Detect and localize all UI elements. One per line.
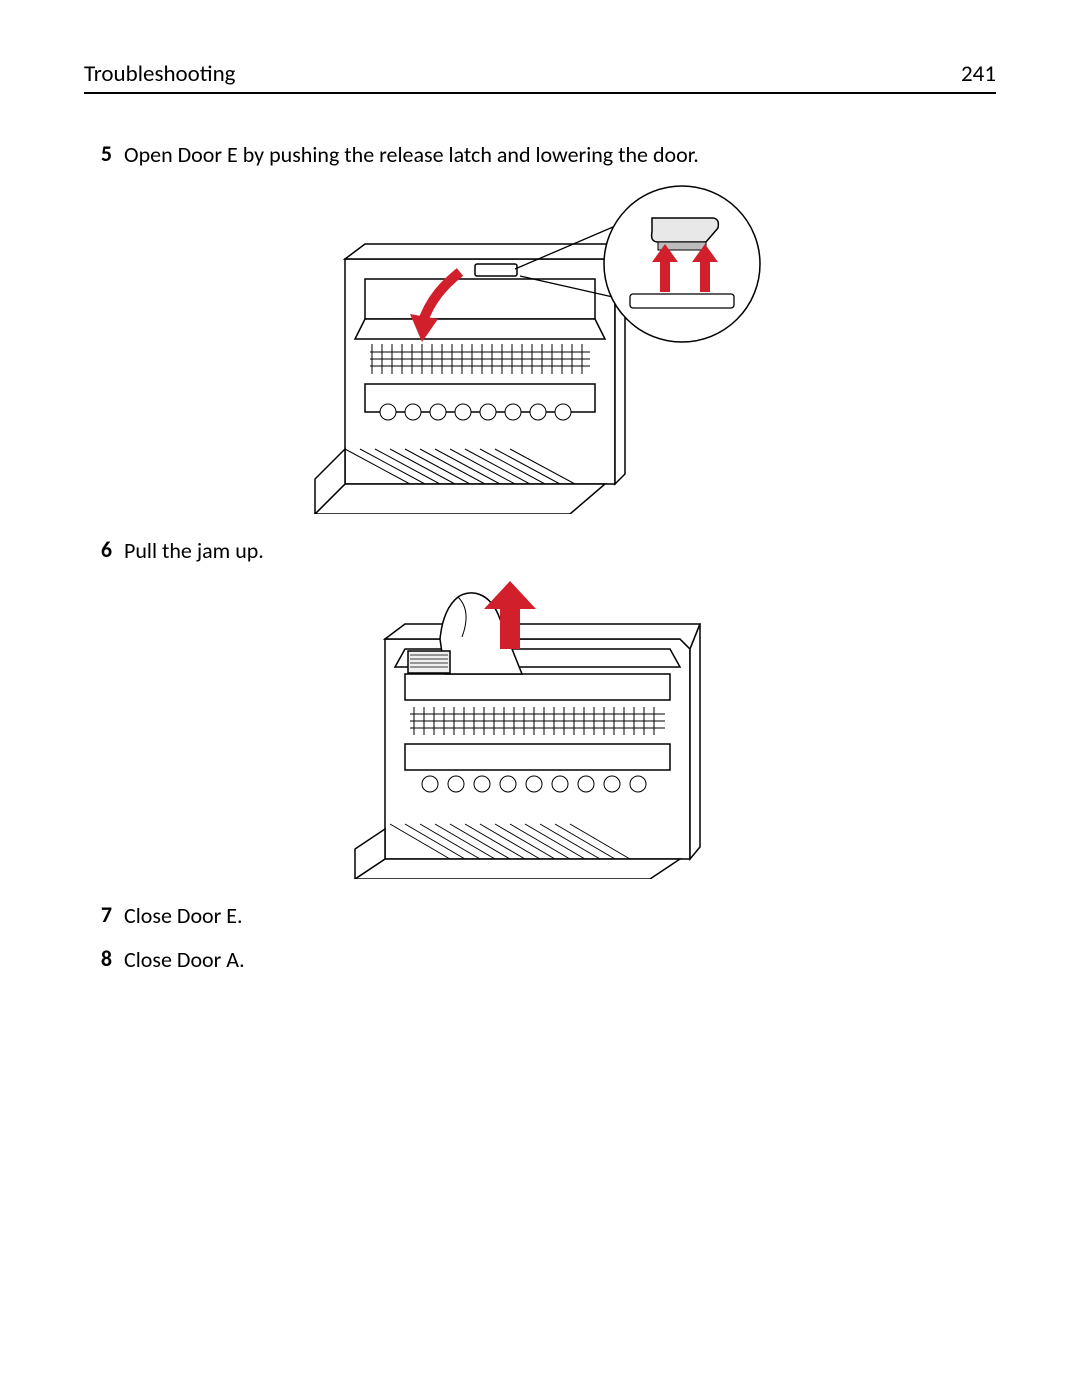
step-7: 7 Close Door E. [84,901,996,931]
step-5: 5 Open Door E by pushing the release lat… [84,140,996,170]
step-6: 6 Pull the jam up. [84,536,996,566]
step-number: 5 [84,140,112,170]
step-8: 8 Close Door A. [84,945,996,975]
step-number: 8 [84,945,112,975]
section-title: Troubleshooting [84,60,236,88]
step-text: Pull the jam up. [124,536,264,566]
figure-step-6 [84,579,996,879]
step-text: Open Door E by pushing the release latch… [124,140,699,170]
page-number: 241 [961,60,996,88]
figure-step-5 [84,184,996,514]
printer-pull-jam-up-icon [350,579,730,879]
step-text: Close Door E. [124,901,243,931]
step-number: 7 [84,901,112,931]
step-text: Close Door A. [124,945,245,975]
page-header: Troubleshooting 241 [84,60,996,94]
document-page: Troubleshooting 241 5 Open Door E by pus… [0,0,1080,975]
printer-open-door-e-icon [310,184,770,514]
step-number: 6 [84,536,112,566]
